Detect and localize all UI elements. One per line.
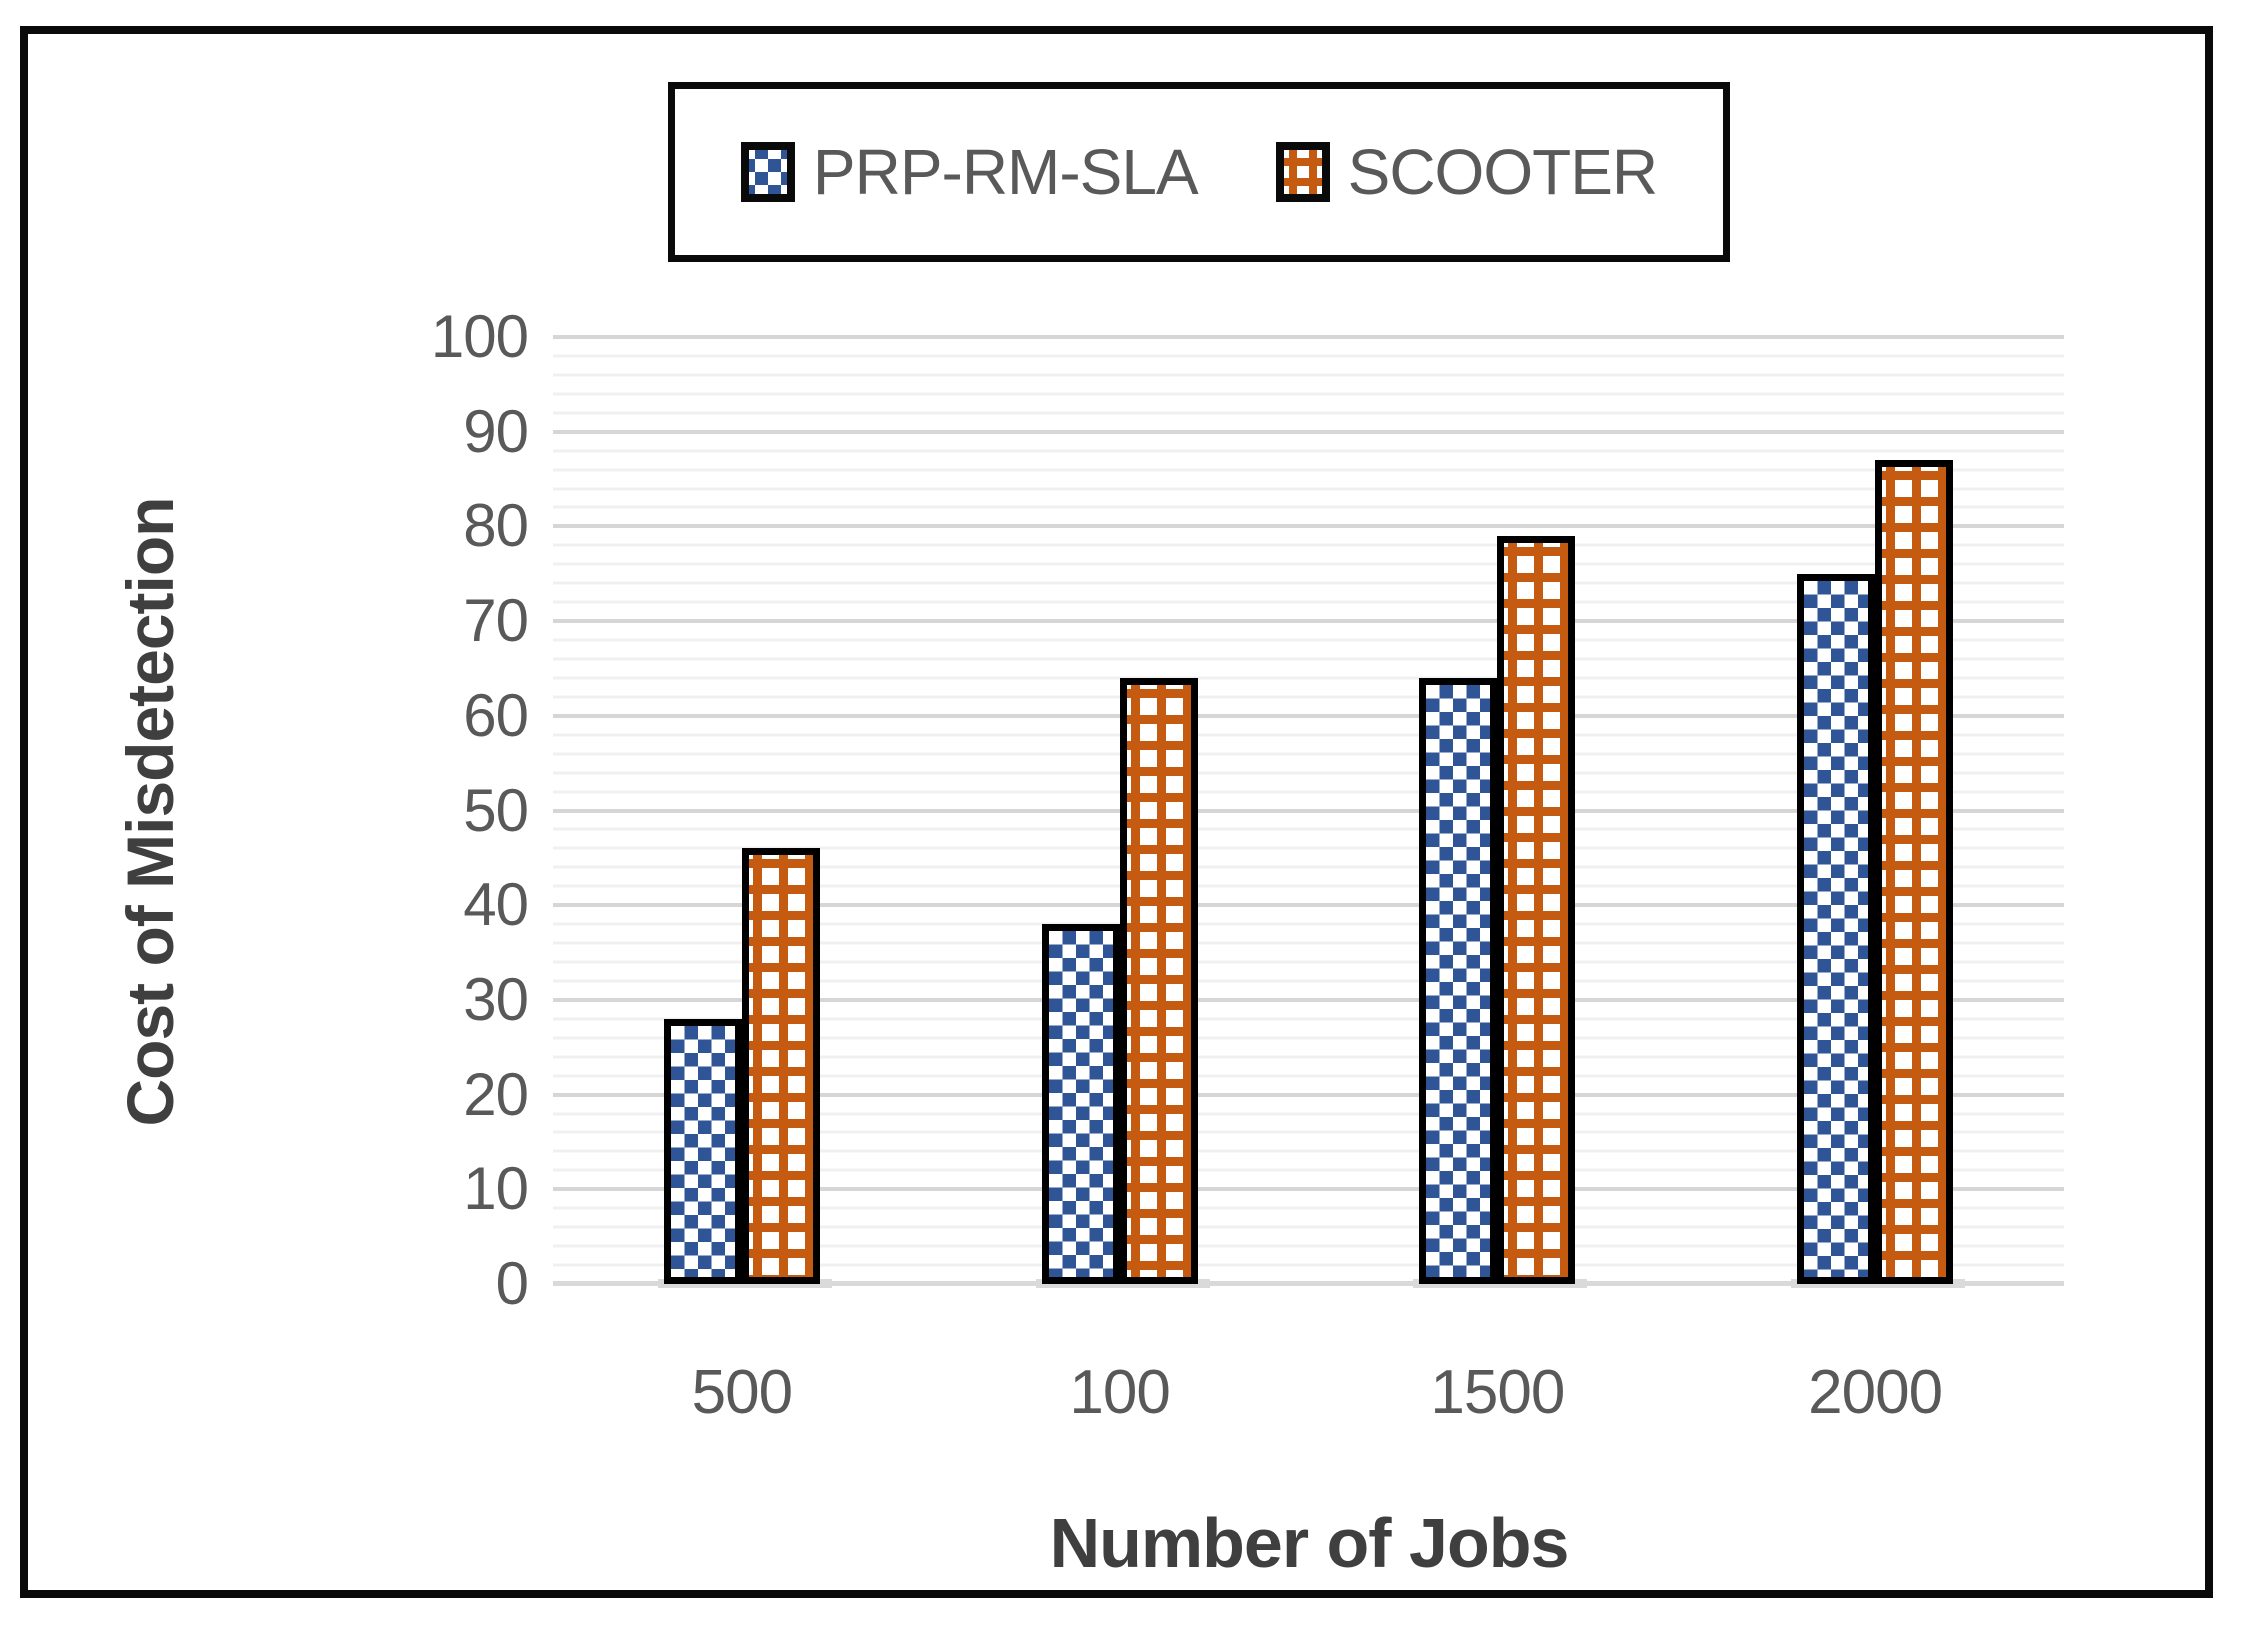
minor-gridline (553, 600, 2064, 604)
minor-gridline (553, 1206, 2064, 1210)
minor-gridline (553, 638, 2064, 642)
major-gridline (553, 524, 2064, 529)
major-gridline (553, 713, 2064, 718)
legend-item-scooter: SCOOTER (1275, 136, 1658, 208)
x-tick-label: 100 (1069, 1358, 1170, 1427)
orange-grid-swatch-icon (1275, 142, 1330, 202)
minor-gridline (553, 846, 2064, 850)
x-tick-label: 2000 (1808, 1358, 1943, 1427)
y-tick-label: 20 (463, 1060, 529, 1128)
x-axis-line (553, 1281, 2064, 1286)
minor-gridline (553, 752, 2064, 756)
minor-gridline (553, 1130, 2064, 1134)
y-tick-label: 40 (463, 871, 529, 939)
major-gridline (553, 903, 2064, 908)
x-tick-label: 500 (691, 1358, 793, 1427)
y-tick-label: 50 (463, 776, 529, 844)
minor-gridline (553, 354, 2064, 358)
minor-gridline (553, 960, 2064, 964)
minor-gridline (553, 1225, 2064, 1229)
minor-gridline (553, 1074, 2064, 1078)
major-gridline (553, 1092, 2064, 1097)
minor-gridline (553, 1055, 2064, 1059)
minor-gridline (553, 1036, 2064, 1040)
x-axis-title: Number of Jobs (1049, 1504, 1570, 1582)
major-gridline (553, 808, 2064, 813)
minor-gridline (553, 411, 2064, 415)
legend-label: SCOOTER (1347, 136, 1658, 208)
bar-prp-rm-sla-2000 (1797, 573, 1876, 1284)
y-tick-label: 10 (463, 1155, 529, 1223)
minor-gridline (553, 979, 2064, 983)
y-tick-label: 0 (495, 1250, 529, 1317)
minor-gridline (553, 865, 2064, 869)
minor-gridline (553, 657, 2064, 661)
minor-gridline (553, 581, 2064, 585)
minor-gridline (553, 1263, 2064, 1267)
minor-gridline (553, 1112, 2064, 1116)
minor-gridline (553, 1017, 2064, 1021)
minor-gridline (553, 941, 2064, 945)
minor-gridline (553, 676, 2064, 680)
bar-scooter-2000 (1875, 460, 1954, 1284)
plot-area (553, 335, 2064, 1288)
minor-gridline (553, 562, 2064, 566)
minor-gridline (553, 695, 2064, 699)
x-tick-label: 1500 (1430, 1358, 1565, 1427)
blue-checker-swatch-icon (740, 142, 795, 202)
minor-gridline (553, 373, 2064, 377)
minor-gridline (553, 790, 2064, 794)
bar-prp-rm-sla-100 (1041, 924, 1120, 1284)
bar-scooter-100 (1119, 677, 1198, 1284)
bar-scooter-500 (741, 848, 820, 1284)
legend-label: PRP-RM-SLA (812, 136, 1199, 208)
y-tick-label: 60 (463, 681, 529, 749)
minor-gridline (553, 505, 2064, 509)
minor-gridline (553, 468, 2064, 472)
y-tick-label: 80 (463, 492, 529, 560)
bar-prp-rm-sla-500 (663, 1018, 742, 1284)
major-gridline (553, 619, 2064, 624)
minor-gridline (553, 771, 2064, 775)
y-axis-title: Cost of Misdetection (113, 497, 187, 1127)
minor-gridline (553, 827, 2064, 831)
major-gridline (553, 429, 2064, 434)
major-gridline (553, 335, 2064, 339)
y-tick-label: 100 (430, 303, 529, 370)
minor-gridline (553, 487, 2064, 491)
legend-item-prp-rm-sla: PRP-RM-SLA (740, 136, 1199, 208)
minor-gridline (553, 922, 2064, 926)
minor-gridline (553, 392, 2064, 396)
minor-gridline (553, 449, 2064, 453)
minor-gridline (553, 1168, 2064, 1172)
minor-gridline (553, 884, 2064, 888)
y-tick-label: 90 (463, 397, 529, 465)
minor-gridline (553, 733, 2064, 737)
major-gridline (553, 1187, 2064, 1192)
bar-prp-rm-sla-1500 (1419, 677, 1498, 1284)
chart-legend: PRP-RM-SLA SCOOTER (668, 82, 1730, 262)
y-tick-label: 70 (463, 587, 529, 655)
minor-gridline (553, 1149, 2064, 1153)
y-tick-label: 30 (463, 965, 529, 1033)
minor-gridline (553, 1244, 2064, 1248)
bar-scooter-1500 (1497, 535, 1576, 1284)
major-gridline (553, 997, 2064, 1002)
minor-gridline (553, 543, 2064, 547)
